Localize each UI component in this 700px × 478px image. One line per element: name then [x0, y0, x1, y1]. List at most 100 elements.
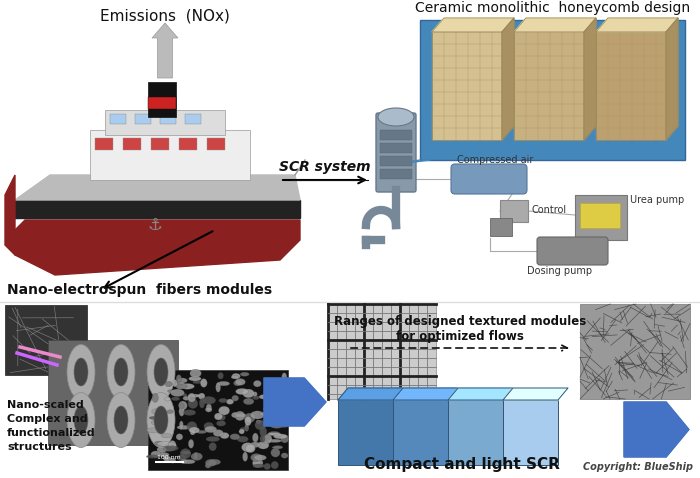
Ellipse shape — [241, 443, 254, 452]
Ellipse shape — [253, 458, 263, 467]
Ellipse shape — [253, 464, 265, 468]
Bar — [148, 82, 176, 117]
Bar — [110, 114, 126, 124]
Bar — [151, 138, 169, 150]
Ellipse shape — [183, 393, 187, 397]
Polygon shape — [393, 388, 458, 400]
Bar — [596, 32, 666, 140]
Ellipse shape — [199, 398, 205, 408]
Ellipse shape — [232, 412, 240, 418]
Ellipse shape — [166, 446, 179, 451]
Ellipse shape — [245, 416, 251, 426]
Polygon shape — [15, 175, 300, 200]
Polygon shape — [264, 378, 326, 426]
Ellipse shape — [378, 108, 414, 126]
Bar — [338, 400, 393, 465]
Ellipse shape — [205, 463, 211, 468]
Bar — [148, 97, 176, 109]
Ellipse shape — [146, 455, 160, 458]
Ellipse shape — [253, 433, 258, 442]
Bar — [179, 138, 197, 150]
Bar — [448, 400, 503, 465]
FancyArrow shape — [152, 23, 178, 78]
Bar — [393, 400, 448, 465]
Ellipse shape — [216, 382, 220, 392]
Ellipse shape — [265, 383, 272, 390]
Ellipse shape — [239, 429, 244, 434]
Ellipse shape — [107, 345, 135, 400]
Ellipse shape — [159, 453, 169, 457]
Bar — [95, 138, 113, 150]
Ellipse shape — [272, 395, 284, 399]
Bar — [380, 156, 412, 166]
Ellipse shape — [154, 358, 168, 386]
Ellipse shape — [204, 426, 217, 433]
Ellipse shape — [244, 413, 255, 423]
Bar — [420, 20, 685, 160]
Ellipse shape — [180, 449, 191, 458]
Ellipse shape — [231, 375, 239, 379]
Ellipse shape — [216, 421, 225, 426]
Ellipse shape — [172, 397, 180, 401]
Ellipse shape — [277, 384, 288, 389]
Ellipse shape — [176, 434, 183, 440]
Bar — [380, 130, 412, 140]
Ellipse shape — [251, 454, 262, 461]
Ellipse shape — [188, 393, 196, 402]
Ellipse shape — [219, 398, 228, 402]
Ellipse shape — [169, 441, 176, 450]
Ellipse shape — [253, 392, 258, 396]
Ellipse shape — [177, 455, 186, 461]
Ellipse shape — [146, 428, 159, 433]
Bar — [580, 304, 690, 399]
Ellipse shape — [254, 455, 267, 460]
Ellipse shape — [256, 420, 261, 424]
Ellipse shape — [279, 399, 288, 408]
Ellipse shape — [281, 453, 288, 458]
Bar — [160, 114, 176, 124]
Ellipse shape — [176, 375, 182, 383]
Ellipse shape — [271, 461, 279, 469]
Polygon shape — [514, 18, 596, 32]
Ellipse shape — [226, 399, 234, 404]
Ellipse shape — [213, 430, 223, 436]
Text: Ceramic monolithic  honeycomb design: Ceramic monolithic honeycomb design — [415, 1, 690, 15]
FancyBboxPatch shape — [451, 164, 527, 194]
Ellipse shape — [162, 434, 172, 438]
Ellipse shape — [163, 456, 171, 461]
Bar — [105, 110, 225, 135]
Ellipse shape — [263, 415, 273, 419]
Ellipse shape — [188, 399, 198, 409]
Ellipse shape — [253, 461, 260, 465]
Ellipse shape — [263, 434, 272, 444]
Ellipse shape — [253, 380, 261, 387]
Ellipse shape — [193, 452, 198, 460]
Ellipse shape — [218, 372, 223, 379]
Ellipse shape — [263, 407, 272, 410]
Ellipse shape — [279, 420, 290, 428]
Ellipse shape — [275, 415, 287, 420]
Ellipse shape — [218, 406, 230, 415]
Ellipse shape — [236, 413, 246, 418]
Bar — [135, 114, 151, 124]
Bar — [148, 370, 288, 470]
Bar — [185, 114, 201, 124]
Bar — [123, 138, 141, 150]
Ellipse shape — [187, 422, 197, 431]
Ellipse shape — [171, 389, 184, 397]
Ellipse shape — [178, 378, 188, 383]
Ellipse shape — [181, 451, 190, 454]
Text: Dosing pump: Dosing pump — [527, 266, 593, 276]
Ellipse shape — [147, 345, 175, 400]
Ellipse shape — [176, 384, 188, 388]
Ellipse shape — [271, 448, 280, 457]
Ellipse shape — [219, 415, 225, 420]
Ellipse shape — [74, 406, 88, 434]
Ellipse shape — [164, 397, 170, 401]
Ellipse shape — [230, 434, 240, 440]
Text: Nano-scaled
Complex and
functionalized
structures: Nano-scaled Complex and functionalized s… — [7, 400, 96, 452]
Text: Nano-electrospun  fibers modules: Nano-electrospun fibers modules — [7, 283, 272, 297]
Text: Urea pump: Urea pump — [630, 195, 685, 205]
Ellipse shape — [281, 373, 287, 381]
Text: Ranges of designed textured modules
for optimized flows: Ranges of designed textured modules for … — [334, 315, 586, 343]
